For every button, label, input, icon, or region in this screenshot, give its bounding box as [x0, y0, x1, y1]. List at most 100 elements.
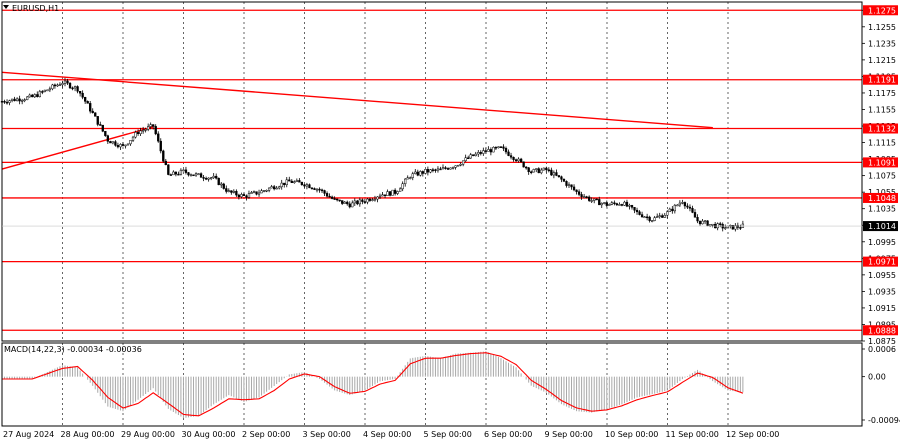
- candle-body: [38, 91, 41, 97]
- candle-body: [623, 201, 626, 206]
- level-tag: [863, 256, 898, 267]
- candle-body: [147, 126, 150, 130]
- candle-body: [366, 198, 369, 203]
- x-tick-label: 28 Aug 00:00: [61, 430, 115, 439]
- candle-body: [275, 187, 278, 190]
- candle-body: [91, 110, 94, 114]
- candle-body: [719, 223, 722, 225]
- candle-body: [711, 223, 714, 226]
- candle-body: [492, 146, 495, 153]
- candle-body: [207, 177, 210, 180]
- level-tag-label: 1.1048: [868, 194, 896, 203]
- candle-body: [429, 169, 432, 173]
- candle-body: [300, 181, 304, 185]
- candle-body: [537, 168, 540, 174]
- candle-body: [101, 124, 104, 132]
- candle-body: [66, 80, 69, 84]
- x-tick-label: 2 Sep 00:00: [242, 430, 290, 439]
- candle-body: [310, 187, 314, 190]
- candle-body: [157, 133, 160, 142]
- candle-body: [169, 174, 172, 176]
- candle-body: [736, 225, 739, 228]
- level-tag: [863, 5, 898, 16]
- candle-body: [265, 190, 268, 192]
- candle-body: [86, 101, 89, 104]
- candle-body: [23, 99, 26, 101]
- candle-body: [318, 188, 321, 191]
- candle-body: [43, 89, 46, 92]
- candle-body: [668, 208, 671, 213]
- candle-body: [588, 196, 591, 201]
- candle-body: [5, 101, 9, 104]
- trendlines: [1, 71, 713, 170]
- candle-body: [431, 169, 435, 171]
- candle-body: [691, 208, 694, 213]
- candle-body: [298, 180, 301, 183]
- candle-body: [386, 191, 389, 196]
- candle-body: [419, 171, 422, 176]
- candle-body: [651, 220, 654, 222]
- candle-body: [658, 215, 661, 217]
- candle-body: [212, 175, 215, 178]
- candle-body: [598, 199, 601, 206]
- candle-body: [285, 179, 288, 186]
- candle-body: [81, 92, 84, 98]
- candle-body: [346, 201, 349, 205]
- candle-body: [497, 146, 500, 149]
- current-price-label: 1.1014: [868, 222, 896, 231]
- candle-body: [716, 223, 719, 229]
- macd-title: MACD(14,22,3) -0.00034 -0.00036: [4, 345, 142, 354]
- candle-body: [519, 158, 523, 163]
- candle-body: [270, 186, 273, 189]
- candle-body: [293, 181, 296, 184]
- candle-body: [630, 205, 634, 208]
- candle-body: [177, 173, 180, 176]
- candle-body: [572, 186, 576, 191]
- y-tick-label: 1.0955: [868, 271, 896, 280]
- candle-body: [618, 204, 621, 206]
- candle-body: [512, 156, 515, 160]
- y-tick-label: 1.0935: [868, 287, 896, 296]
- candle-body: [484, 150, 487, 152]
- x-tick-label: 6 Sep 00:00: [484, 430, 532, 439]
- candle-body: [635, 209, 639, 213]
- candle-body: [119, 144, 122, 148]
- candle-body: [116, 145, 120, 148]
- price-axis: 1.12751.12551.12351.12151.11951.11751.11…: [862, 6, 896, 346]
- candle-body: [444, 167, 447, 169]
- candle-body: [295, 180, 298, 182]
- x-tick-label: 10 Sep 00:00: [605, 430, 658, 439]
- candle-body: [303, 184, 306, 187]
- candle-body: [671, 208, 674, 212]
- candle-body: [645, 216, 649, 219]
- candle-body: [688, 206, 692, 209]
- candle-body: [530, 171, 533, 174]
- macd-axis: 0.0006 0.00 -0.00094: [862, 345, 900, 425]
- candle-body: [603, 202, 606, 204]
- candle-body: [262, 190, 266, 192]
- candle-body: [215, 175, 218, 179]
- candle-body: [250, 192, 253, 194]
- candle-body: [545, 167, 548, 171]
- panel-frames: [1, 1, 863, 427]
- chart-menu-triangle-icon[interactable]: [3, 5, 9, 9]
- y-tick-label: 1.1035: [868, 205, 896, 214]
- price-frame: [1, 1, 863, 342]
- candle-body: [111, 141, 115, 144]
- candle-body: [152, 124, 155, 127]
- candle-body: [58, 84, 62, 87]
- candle-body: [104, 130, 107, 136]
- candle-body: [514, 159, 518, 162]
- candle-body: [28, 94, 31, 98]
- candle-body: [313, 188, 316, 190]
- candle-body: [522, 161, 525, 168]
- candle-body: [89, 103, 92, 112]
- candle-body: [656, 216, 659, 218]
- candle-body: [532, 169, 535, 173]
- level-tag-label: 1.1091: [868, 158, 896, 167]
- candle-body: [376, 196, 379, 200]
- candle-body: [363, 201, 367, 203]
- candle-body: [46, 89, 49, 92]
- y-tick-label: 1.1055: [868, 188, 896, 197]
- candle-body: [676, 204, 679, 207]
